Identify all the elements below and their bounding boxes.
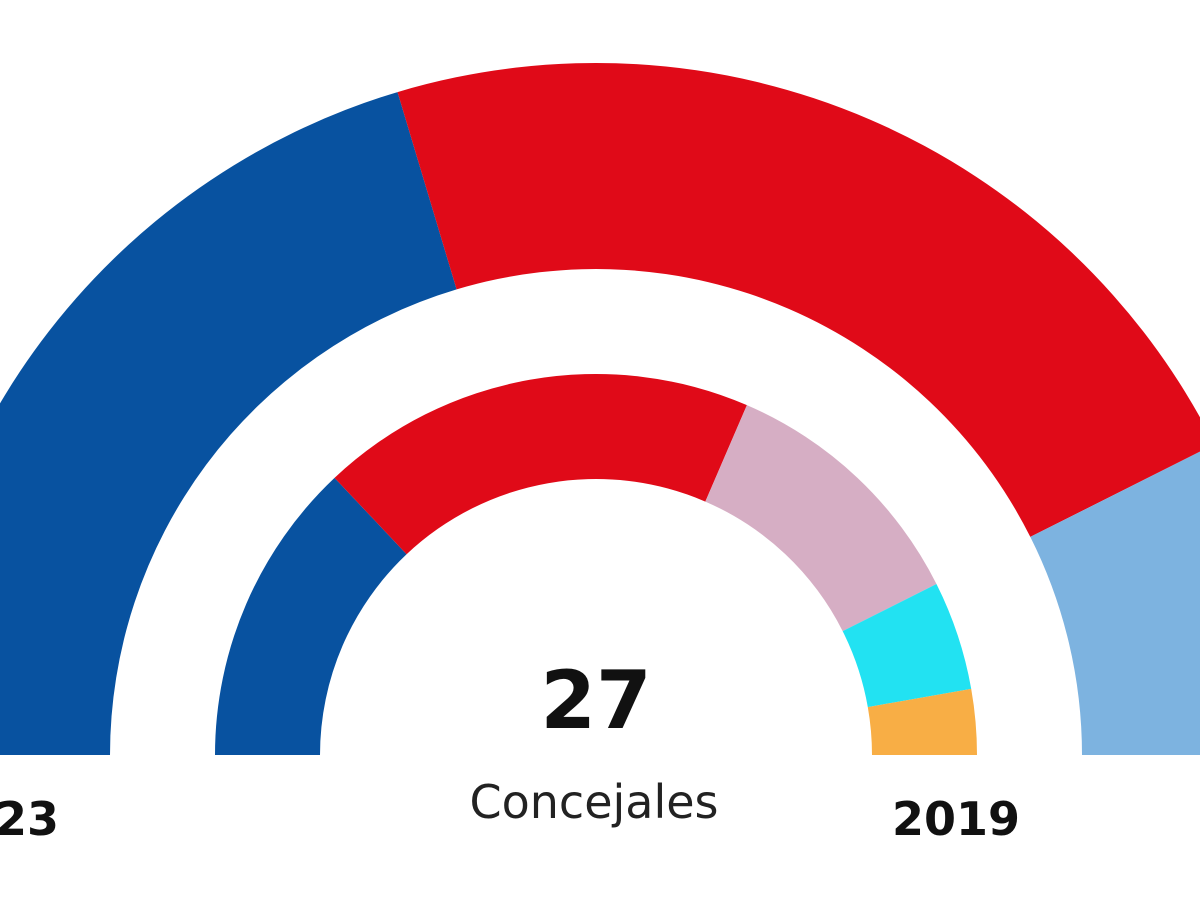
total-seats-value: 27 bbox=[540, 654, 651, 747]
inner-ring-slice-orange bbox=[867, 688, 977, 755]
total-seats-label: Concejales bbox=[469, 775, 718, 829]
inner-ring-year-label: 2019 bbox=[892, 792, 1020, 846]
inner-ring-slice-red bbox=[334, 374, 747, 555]
outer-ring-year-label: 23 bbox=[0, 792, 59, 846]
outer-ring-2023 bbox=[0, 63, 1200, 755]
inner-ring-slice-pink bbox=[705, 405, 937, 632]
outer-ring-slice-light-blue bbox=[1030, 451, 1200, 755]
outer-ring-slice-blue bbox=[0, 92, 457, 755]
outer-ring-slice-red bbox=[397, 63, 1200, 537]
inner-ring-slice-cyan bbox=[842, 584, 972, 708]
inner-ring-slice-blue bbox=[215, 477, 407, 755]
inner-ring-2019 bbox=[215, 374, 977, 755]
